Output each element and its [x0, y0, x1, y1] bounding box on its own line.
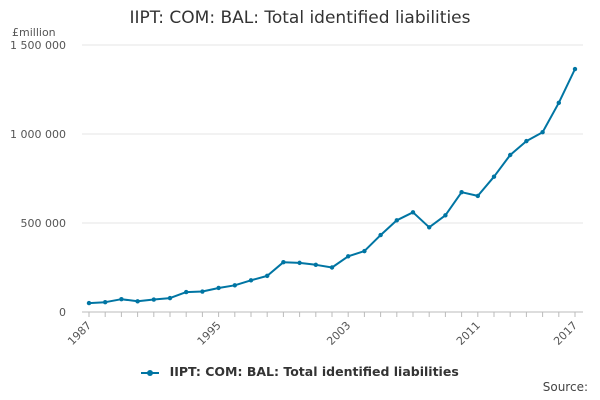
x-tick-label: 2017: [551, 319, 580, 348]
x-tick-label: 2003: [324, 319, 353, 348]
source-label: Source:: [542, 380, 588, 394]
x-tick-label: 2011: [454, 319, 483, 348]
data-point: [491, 174, 497, 179]
x-tick-label: 1987: [65, 319, 94, 348]
data-point: [443, 213, 448, 218]
data-point: [346, 254, 351, 259]
data-point: [556, 100, 561, 106]
data-point: [103, 300, 108, 305]
data-point: [265, 273, 270, 279]
data-point: [475, 193, 480, 199]
data-point: [200, 289, 205, 294]
data-point: [135, 299, 140, 304]
data-point: [410, 210, 416, 215]
series-layer: [86, 66, 578, 306]
data-point: [378, 232, 383, 238]
data-point: [572, 66, 578, 72]
data-point: [540, 130, 545, 135]
x-tick-labels: 1987 1995 2003 2011 2017: [65, 319, 580, 348]
data-point: [362, 248, 367, 254]
data-point: [232, 283, 237, 288]
y-axis-unit-label: £million: [12, 26, 56, 39]
y-tick-label: 1 000 000: [10, 128, 66, 141]
data-point: [459, 190, 464, 195]
data-point: [86, 300, 92, 306]
data-point: [297, 260, 302, 266]
legend[interactable]: IIPT: COM: BAL: Total identified liabili…: [0, 364, 600, 379]
x-tick-label: 1995: [195, 319, 224, 348]
data-point: [248, 278, 254, 283]
y-tick-label: 0: [59, 306, 66, 319]
data-point: [216, 285, 221, 291]
data-point: [281, 259, 286, 265]
gridlines: [82, 44, 583, 224]
y-tick-label: 500 000: [21, 217, 67, 230]
data-point: [329, 265, 335, 270]
data-point: [167, 295, 173, 301]
chart-title: IIPT: COM: BAL: Total identified liabili…: [129, 8, 471, 28]
data-point: [427, 225, 432, 230]
data-point: [394, 218, 399, 223]
legend-line-marker-icon: [141, 369, 160, 376]
data-point: [184, 289, 189, 295]
data-point: [508, 152, 513, 158]
data-point: [313, 262, 318, 268]
y-tick-labels: 0 500 000 1 000 000 1 500 000: [10, 39, 66, 319]
legend-series-label: IIPT: COM: BAL: Total identified liabili…: [169, 364, 459, 379]
data-point: [151, 297, 156, 302]
y-tick-label: 1 500 000: [10, 39, 66, 52]
data-point: [119, 296, 124, 302]
data-point: [524, 138, 529, 144]
axes: [82, 311, 583, 317]
